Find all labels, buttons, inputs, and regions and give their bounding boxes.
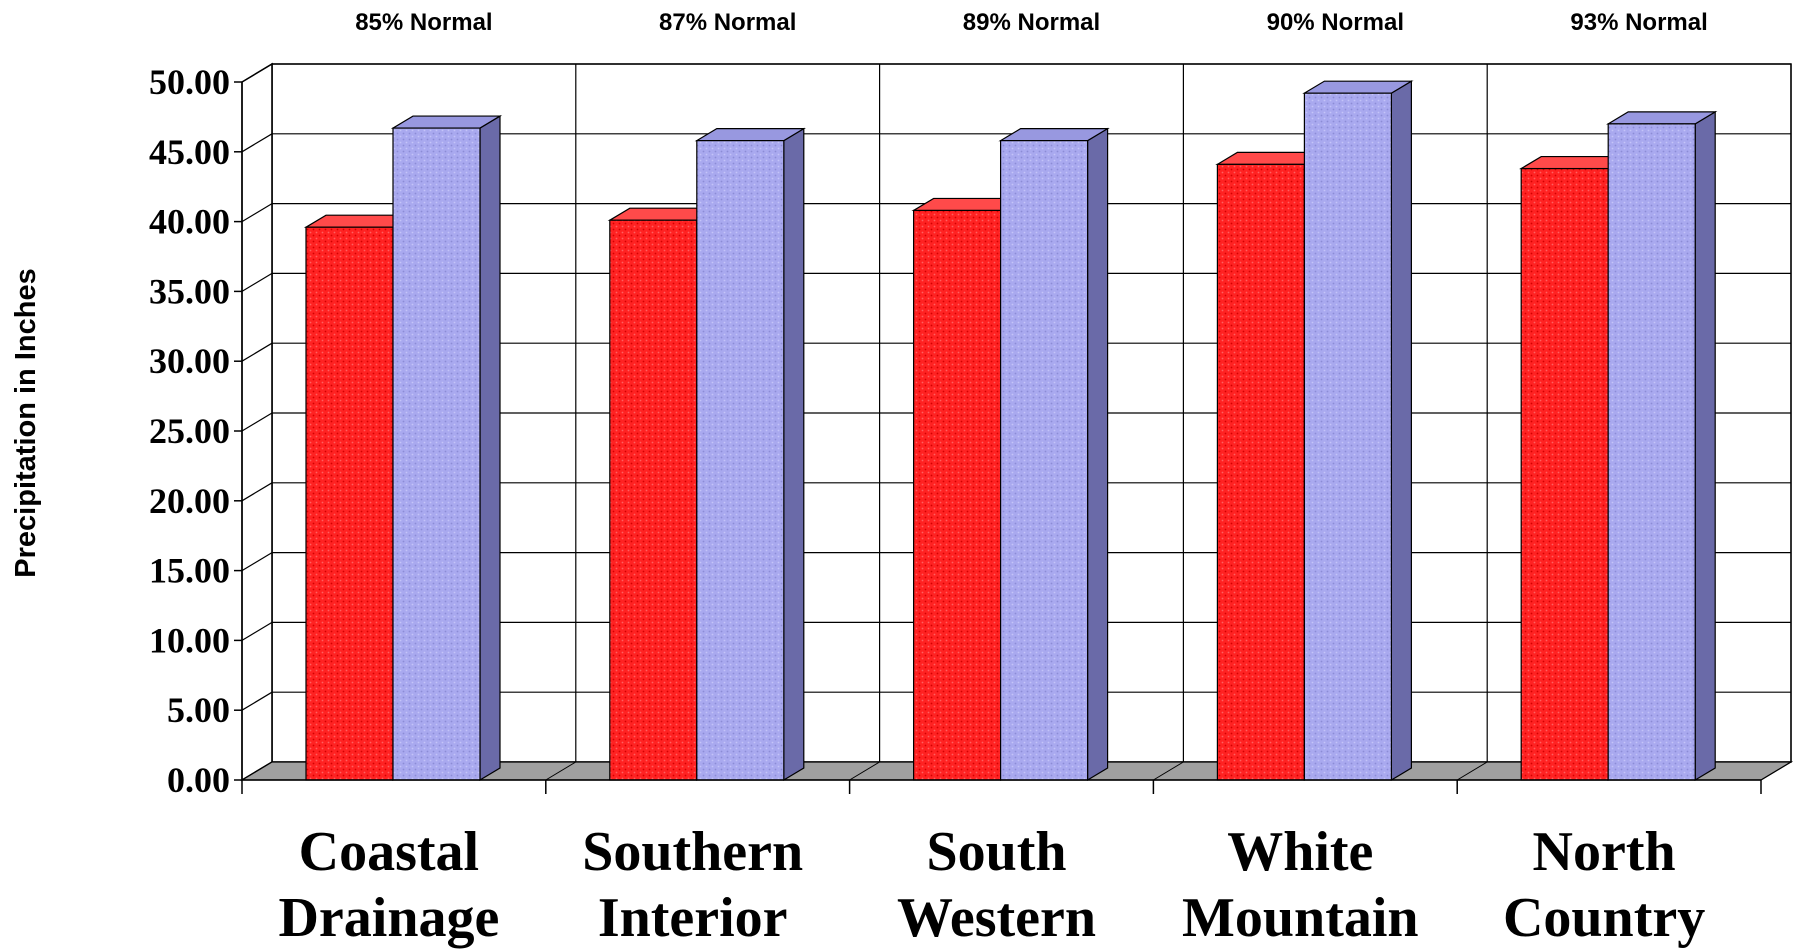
y-tick-label: 25.00 bbox=[149, 411, 230, 451]
bar-front bbox=[1303, 92, 1393, 781]
category-label: Western bbox=[897, 887, 1096, 949]
bar-front bbox=[305, 226, 394, 781]
floor-divider bbox=[1760, 761, 1792, 781]
y-tick-label: 40.00 bbox=[149, 202, 230, 242]
category-label: Coastal bbox=[299, 821, 479, 883]
floor-divider bbox=[241, 761, 273, 781]
bar-series-2 bbox=[998, 127, 1110, 782]
bar-top bbox=[390, 115, 503, 129]
gridline-side bbox=[241, 342, 273, 362]
floor-divider bbox=[1456, 761, 1488, 781]
normal-annotation: 89% Normal bbox=[963, 9, 1100, 36]
bar-front bbox=[1216, 163, 1306, 781]
gridline-side bbox=[241, 203, 273, 223]
category-label: Country bbox=[1503, 887, 1705, 949]
category-label: Mountain bbox=[1182, 887, 1419, 949]
gridline-side bbox=[241, 621, 273, 641]
axes bbox=[234, 81, 1762, 794]
category-label: Interior bbox=[598, 887, 788, 949]
bar-front bbox=[392, 127, 481, 781]
gridline-side bbox=[241, 272, 273, 292]
bar-series-2 bbox=[694, 127, 806, 782]
y-tick-label: 30.00 bbox=[149, 341, 230, 381]
bar-side bbox=[1086, 127, 1109, 782]
bar-top bbox=[694, 128, 806, 142]
category-label: Drainage bbox=[278, 887, 499, 949]
bar-top bbox=[998, 128, 1110, 142]
category-label: White bbox=[1227, 821, 1373, 883]
bar-side bbox=[479, 115, 501, 782]
y-tick-label: 20.00 bbox=[149, 481, 230, 521]
y-tick-label: 0.00 bbox=[167, 760, 230, 800]
normal-annotation: 85% Normal bbox=[355, 9, 492, 36]
bar-side bbox=[1694, 110, 1716, 782]
y-axis-label: Precipitation in Inches bbox=[10, 268, 42, 577]
floor-divider bbox=[545, 761, 577, 781]
floor-divider bbox=[849, 761, 880, 781]
y-tick-label: 35.00 bbox=[149, 271, 230, 311]
y-tick-label: 5.00 bbox=[167, 690, 230, 730]
category-label: South bbox=[926, 821, 1066, 883]
bar-front bbox=[1607, 123, 1696, 781]
category-label: North bbox=[1533, 821, 1676, 883]
y-tick-label: 10.00 bbox=[149, 620, 230, 660]
gridline-side bbox=[241, 552, 273, 572]
bar-front bbox=[1520, 167, 1609, 781]
y-tick-label: 45.00 bbox=[149, 132, 230, 172]
gridline-side bbox=[241, 63, 273, 83]
bar-top bbox=[1606, 111, 1718, 125]
bar-series-2 bbox=[1302, 80, 1414, 782]
bar-front bbox=[609, 219, 698, 781]
floor-divider bbox=[1153, 761, 1184, 781]
gridline-side bbox=[241, 691, 273, 711]
gridline-side bbox=[241, 482, 273, 502]
bar-front bbox=[912, 209, 1002, 781]
normal-annotation: 90% Normal bbox=[1267, 9, 1404, 36]
bar-series-2 bbox=[390, 115, 503, 782]
normal-annotation: 87% Normal bbox=[659, 9, 796, 36]
gridline-side bbox=[241, 412, 273, 432]
bar-front bbox=[696, 140, 785, 781]
bar-side bbox=[783, 127, 805, 782]
y-tick-labels: 0.00 5.00 10.00 15.00 20.00 25.00 30.00 35.00 40… bbox=[149, 62, 230, 800]
bar-series-2 bbox=[1606, 110, 1718, 782]
bar-front bbox=[999, 140, 1089, 781]
gridline-side bbox=[241, 133, 273, 153]
bar-top bbox=[1302, 80, 1414, 94]
y-tick-label: 15.00 bbox=[149, 551, 230, 591]
normal-annotation: 93% Normal bbox=[1570, 9, 1707, 36]
normal-annotations: 85% Normal 87% Normal 89% Normal 90% Normal… bbox=[355, 9, 1708, 36]
category-label: Southern bbox=[582, 821, 803, 883]
y-tick-label: 50.00 bbox=[149, 62, 230, 102]
bar-side bbox=[1390, 80, 1413, 782]
